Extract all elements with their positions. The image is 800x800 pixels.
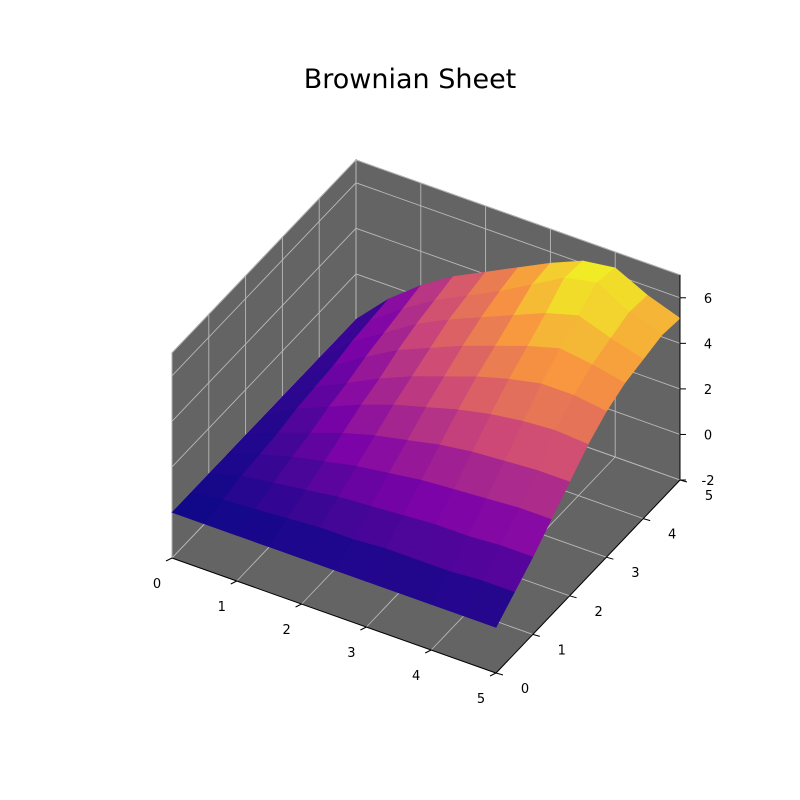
- y-tick-label: 5: [705, 489, 713, 504]
- x-tick-label: 3: [347, 646, 355, 661]
- chart-title: Brownian Sheet: [304, 64, 517, 95]
- x-tick-mark: [489, 672, 497, 677]
- y-tick-mark: [569, 595, 577, 599]
- y-tick-label: 1: [558, 643, 566, 658]
- x-tick-label: 2: [282, 623, 290, 638]
- x-tick-label: 5: [477, 692, 485, 707]
- x-tick-mark: [165, 557, 173, 562]
- x-tick-mark: [230, 580, 238, 585]
- z-tick-label: 0: [704, 428, 712, 443]
- x-tick-label: 4: [412, 669, 420, 684]
- y-tick-mark: [532, 633, 540, 637]
- z-tick-label: 6: [704, 292, 712, 307]
- y-tick-label: 0: [521, 682, 529, 697]
- surface-plot: [171, 260, 681, 628]
- axis-lines: [165, 275, 688, 677]
- y-tick-label: 2: [594, 605, 602, 620]
- y-tick-label: 4: [668, 528, 676, 543]
- x-tick-mark: [295, 603, 302, 608]
- y-tick-label: 3: [631, 566, 639, 581]
- x-tick-mark: [360, 626, 367, 631]
- y-axis-line: [495, 479, 681, 674]
- z-grid-line: [171, 159, 681, 354]
- z-tick-label: 4: [704, 337, 712, 352]
- y-tick-mark: [606, 556, 614, 560]
- x-tick-mark: [424, 649, 432, 654]
- surface-patch: [463, 580, 515, 628]
- y-tick-mark: [643, 518, 651, 522]
- z-grid-line: [171, 182, 681, 377]
- z-tick-label: -2: [702, 474, 715, 489]
- x-tick-label: 0: [153, 577, 161, 592]
- x-axis-line: [171, 557, 497, 674]
- z-tick-label: 2: [704, 383, 712, 398]
- y-tick-mark: [495, 672, 504, 676]
- x-tick-label: 1: [218, 600, 226, 615]
